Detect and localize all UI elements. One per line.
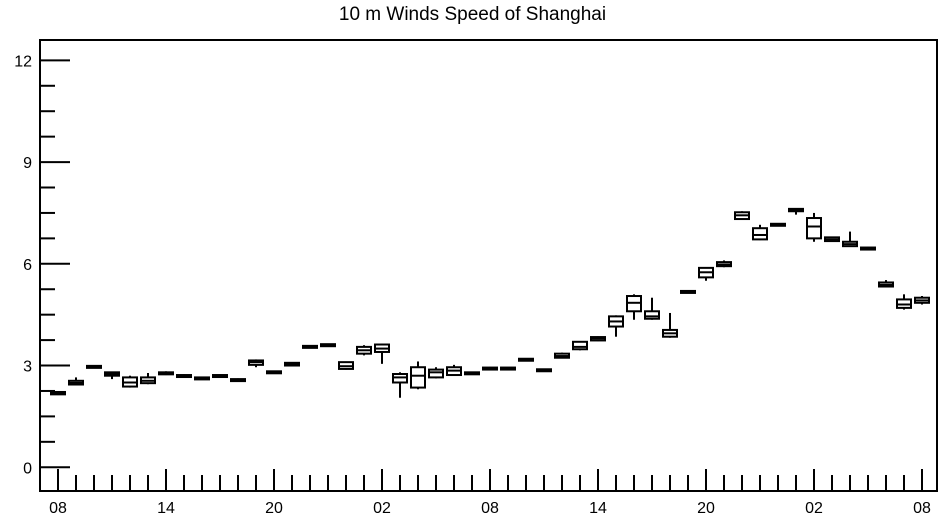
- x-tick-label: 08: [481, 500, 499, 517]
- box-28: [554, 352, 570, 359]
- x-tick-label: 08: [913, 500, 931, 517]
- box-48: [914, 296, 930, 305]
- box-4: [122, 375, 138, 388]
- iqr-box: [752, 227, 768, 241]
- box-23: [464, 371, 480, 376]
- box-21: [428, 367, 444, 379]
- x-tick-label: 08: [49, 500, 67, 517]
- box-44: [842, 231, 858, 248]
- y-axis: 0 3 6 9 12: [14, 53, 70, 477]
- iqr-box: [644, 310, 660, 320]
- box-0: [50, 390, 66, 396]
- y-tick-label: 0: [23, 460, 32, 477]
- box-19: [392, 372, 408, 398]
- box-30: [590, 336, 606, 342]
- box-20: [410, 361, 426, 390]
- box-10: [230, 378, 246, 383]
- x-tick-label: 14: [157, 500, 175, 517]
- y-tick-label: 12: [14, 53, 32, 70]
- box-25: [500, 366, 516, 371]
- box-33: [644, 297, 660, 320]
- y-tick-label: 9: [23, 155, 32, 172]
- x-tick-label: 20: [265, 500, 283, 517]
- box-45: [860, 246, 876, 251]
- chart-title: 10 m Winds Speed of Shanghai: [338, 4, 607, 25]
- box-9: [212, 374, 228, 379]
- iqr-box: [572, 340, 588, 351]
- box-3: [104, 371, 120, 380]
- box-22: [446, 364, 462, 377]
- box-12: [266, 370, 282, 375]
- box-16: [338, 361, 354, 370]
- box-43: [824, 236, 840, 243]
- y-tick-label: 3: [23, 359, 32, 376]
- box-42: [806, 212, 822, 242]
- box-15: [320, 343, 336, 348]
- box-6: [158, 371, 174, 376]
- iqr-box: [410, 366, 426, 389]
- box-13: [284, 361, 300, 367]
- box-39: [752, 224, 768, 241]
- box-40: [770, 222, 786, 227]
- x-axis: 08 14 20 02 08 14 20 02 08: [49, 469, 931, 517]
- x-tick-label: 02: [373, 500, 391, 517]
- box-2: [86, 364, 102, 369]
- box-41: [788, 207, 804, 215]
- box-34: [662, 312, 678, 338]
- plot-frame: [39, 39, 938, 492]
- box-7: [176, 374, 192, 379]
- box-29: [572, 340, 588, 351]
- x-tick-label: 14: [589, 500, 607, 517]
- box-18: [374, 343, 390, 364]
- iqr-box: [806, 217, 822, 240]
- box-35: [680, 289, 696, 294]
- box-36: [698, 266, 714, 281]
- box-24: [482, 366, 498, 371]
- x-tick-label: 02: [805, 500, 823, 517]
- box-11: [248, 359, 264, 368]
- box-26: [518, 357, 534, 362]
- x-tick-label: 20: [697, 500, 715, 517]
- box-46: [878, 280, 894, 288]
- y-tick-label: 6: [23, 257, 32, 274]
- box-38: [734, 211, 750, 221]
- box-32: [626, 294, 642, 320]
- box-47: [896, 294, 912, 310]
- box-8: [194, 376, 210, 381]
- box-17: [356, 345, 372, 356]
- box-37: [716, 260, 732, 268]
- box-14: [302, 344, 318, 349]
- box-5: [140, 372, 156, 385]
- boxes-layer: [50, 207, 930, 398]
- box-27: [536, 368, 552, 373]
- box-1: [68, 377, 84, 386]
- iqr-box: [428, 368, 444, 379]
- box-31: [608, 315, 624, 337]
